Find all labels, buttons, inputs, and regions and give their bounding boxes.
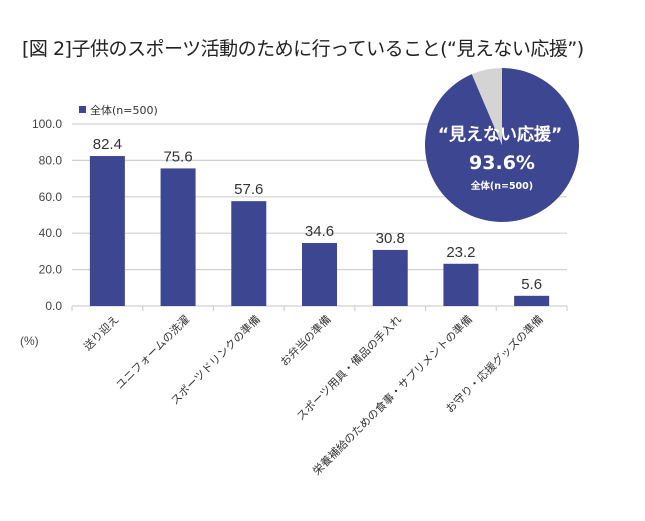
x-category-label: 送り迎え: [80, 312, 121, 353]
y-tick-label: 40.0: [39, 226, 63, 240]
pie-value: 93.6%: [469, 152, 535, 174]
pie-subtitle: 全体(n=500): [470, 180, 533, 192]
bar: [89, 156, 125, 306]
bars: [89, 156, 550, 306]
chart-title: [図 2]子供のスポーツ活動のために行っていること(“見えない応援”): [22, 38, 584, 60]
data-label: 75.6: [163, 148, 192, 165]
y-axis-unit: (%): [20, 334, 39, 348]
data-label: 30.8: [376, 230, 405, 247]
y-tick-label: 100.0: [32, 117, 62, 131]
pie-slice: [471, 68, 502, 145]
data-label: 57.6: [234, 181, 263, 198]
data-label: 5.6: [521, 276, 542, 293]
data-label: 34.6: [305, 223, 334, 240]
bar: [231, 201, 267, 306]
bar: [160, 168, 196, 306]
bar: [514, 295, 550, 306]
y-tick-label: 0.0: [45, 299, 62, 313]
legend: 全体(n=500): [79, 103, 158, 117]
y-tick-label: 80.0: [39, 153, 63, 167]
bar: [302, 243, 337, 306]
data-label: 23.2: [446, 244, 475, 261]
data-label: 82.4: [93, 136, 122, 153]
x-category-label: 栄養補給のための食事・サプリメントの準備: [310, 312, 475, 477]
x-category-label: ユニフォームの洗濯: [113, 313, 192, 392]
y-tick-label: 20.0: [39, 263, 63, 277]
y-tick-label: 60.0: [39, 190, 63, 204]
data-labels: 82.4 75.6 57.6 34.6 30.8 23.2 5.6: [93, 136, 542, 293]
y-axis-ticks: 0.0 20.0 40.0 60.0 80.0 100.0: [32, 117, 62, 313]
pie-title: “見えない応援”: [438, 124, 562, 145]
legend-swatch: [79, 106, 86, 113]
x-category-label: お弁当の準備: [277, 312, 334, 369]
legend-label: 全体(n=500): [90, 103, 158, 117]
inset-pie: [424, 68, 580, 223]
bar: [443, 263, 479, 306]
bar: [372, 249, 408, 306]
